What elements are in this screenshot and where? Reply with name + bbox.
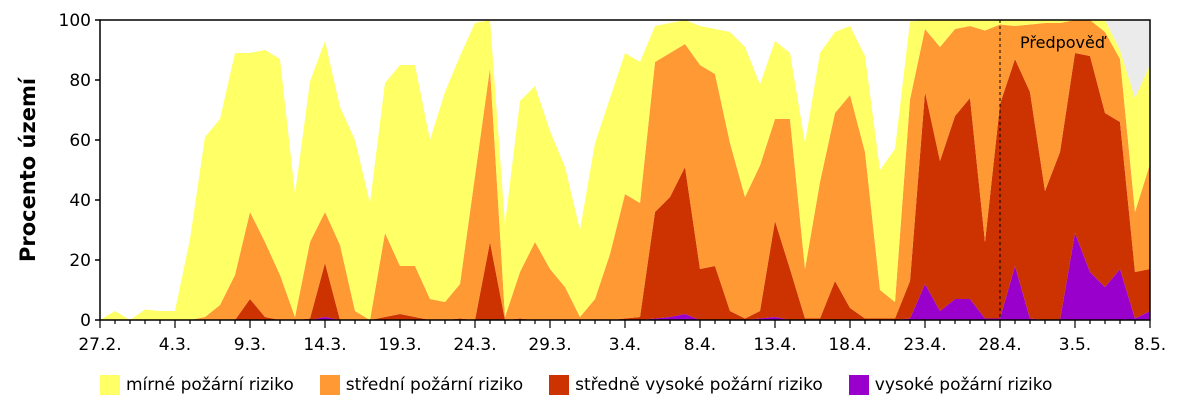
x-tick-label: 27.2.: [78, 335, 121, 355]
x-tick-label: 13.4.: [753, 335, 796, 355]
legend-label: mírné požární riziko: [126, 375, 294, 395]
x-tick-label: 8.5.: [1134, 335, 1166, 355]
legend-label: střední požární riziko: [345, 375, 524, 395]
x-axis: 27.2. 4.3. 9.3. 14.3. 19.3. 24.3. 29.3. 3.4. 8.4…: [78, 320, 1166, 355]
legend-label: středně vysoké požární riziko: [575, 375, 823, 395]
legend-swatch-orange: [319, 375, 340, 395]
x-tick-label: 19.3.: [378, 335, 421, 355]
legend-swatch-purple: [848, 375, 869, 395]
x-tick-label: 24.3.: [453, 335, 496, 355]
legend-item-mirne: mírné požární riziko: [100, 375, 294, 395]
y-tick-label: 0: [80, 311, 91, 331]
legend-item-vysoke: vysoké požární riziko: [848, 375, 1053, 395]
legend-swatch-red: [549, 375, 570, 395]
legend-item-stredne-vysoke: středně vysoké požární riziko: [549, 375, 823, 395]
x-tick-label: 3.4.: [609, 335, 641, 355]
chart-areas: [100, 20, 1150, 320]
forecast-annotation: Předpověď: [1020, 33, 1107, 52]
y-tick-label: 80: [69, 71, 91, 91]
x-tick-label: 4.3.: [159, 335, 191, 355]
y-tick-label: 40: [69, 191, 91, 211]
x-tick-label: 14.3.: [303, 335, 346, 355]
area-mírné-požární-riziko: [100, 20, 1150, 320]
y-axis: 0 20 40 60 80 100: [59, 11, 100, 331]
x-tick-label: 3.5.: [1059, 335, 1091, 355]
y-tick-label: 20: [69, 251, 91, 271]
x-tick-label: 28.4.: [978, 335, 1021, 355]
y-tick-label: 60: [69, 131, 91, 151]
y-tick-label: 100: [59, 11, 91, 31]
x-tick-label: 23.4.: [903, 335, 946, 355]
area-středně-vysoké-požární-riziko: [100, 53, 1150, 320]
legend-item-stredni: střední požární riziko: [319, 375, 524, 395]
legend-label: vysoké požární riziko: [874, 375, 1053, 395]
x-tick-label: 29.3.: [528, 335, 571, 355]
area-střední-požární-riziko: [100, 20, 1150, 320]
legend: mírné požární riziko střední požární riz…: [100, 372, 1078, 398]
x-tick-label: 9.3.: [234, 335, 266, 355]
y-axis-title: Procento území: [16, 76, 40, 262]
x-tick-label: 8.4.: [684, 335, 716, 355]
x-tick-label: 18.4.: [828, 335, 871, 355]
legend-swatch-yellow: [100, 375, 120, 395]
